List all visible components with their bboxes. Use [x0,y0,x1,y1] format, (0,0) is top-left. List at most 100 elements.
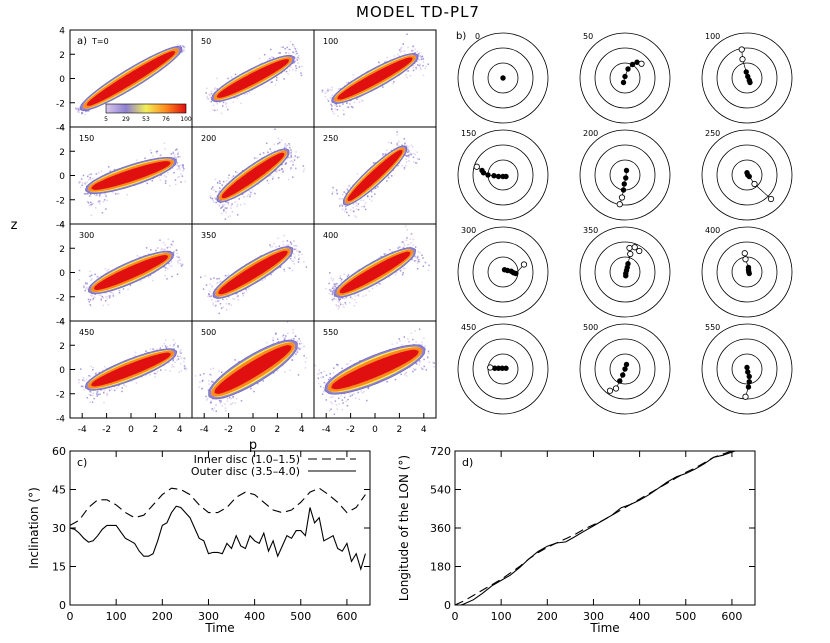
ring-cell-500: 500 [579,323,671,415]
halo-point [415,368,417,370]
series-line-1 [70,487,366,526]
figure-title: MODEL TD-PL7 [356,3,480,21]
halo-point [301,253,303,256]
ring-3 [457,129,549,221]
halo-point [337,364,339,367]
halo-point [84,113,86,116]
halo-point [218,312,220,315]
snapshot-time-label: 300 [461,226,476,235]
halo-point [339,105,341,107]
halo-point [422,61,425,63]
halo-point [178,44,181,47]
halo-point [403,137,406,140]
halo-point [285,162,288,164]
halo-point [159,347,162,349]
halo-point [343,273,345,276]
halo-point [300,72,302,74]
halo-point [332,371,335,374]
halo-point [330,96,333,99]
halo-point [292,240,295,242]
halo-point [83,388,85,391]
halo-point [290,152,292,154]
halo-point [398,338,401,340]
halo-point [290,243,293,245]
halo-point [203,373,205,375]
halo-point [86,109,88,112]
halo-point [144,157,146,160]
halo-point [403,50,405,52]
halo-point [333,294,335,296]
halo-point [108,388,111,390]
halo-point [89,270,91,273]
halo-point [108,389,111,392]
halo-point [332,289,335,292]
halo-point [266,150,269,153]
halo-point [290,149,292,151]
halo-point [215,404,217,407]
halo-point [109,170,112,173]
halo-point [347,106,350,109]
halo-point [208,293,210,296]
density-band [337,57,413,100]
halo-point [231,77,234,80]
halo-point [121,390,123,393]
halo-point [300,342,303,345]
halo-point [236,97,239,99]
halo-point [156,150,159,153]
halo-point [345,208,347,210]
halo-point [384,153,387,156]
halo-point [292,164,294,166]
halo-point [285,147,288,150]
halo-point [172,345,175,347]
halo-point [370,200,373,202]
halo-point [417,58,420,60]
halo-point [169,370,171,372]
halo-point [427,63,429,65]
halo-point [298,66,301,68]
halo-point [411,258,413,261]
halo-point [138,256,141,258]
halo-point [331,94,333,96]
halo-point [401,144,403,147]
halo-point [332,291,335,294]
panel-c: 0 100 200 300 400 500 600015304560c)TimeInclin… [27,445,371,635]
colorbar-tick-label: 29 [122,116,130,123]
halo-point [156,247,159,249]
snapshot-time-label: 300 [79,231,94,240]
halo-point [336,364,339,366]
halo-point [285,335,287,337]
halo-point [276,171,278,173]
halo-point [220,307,223,310]
halo-point [406,151,409,153]
halo-point [209,100,212,103]
open-point [618,194,626,201]
halo-point [345,205,347,208]
halo-point [418,343,420,346]
halo-point [337,88,340,90]
halo-point [360,99,363,102]
halo-point [105,367,108,370]
halo-point [116,193,119,195]
halo-point [236,205,238,208]
halo-point [92,177,94,180]
halo-point [331,287,334,290]
halo-point [85,193,87,195]
panel-d: 0 100 200 300 400 500 6000180360540720d)TimeLo… [397,445,756,635]
halo-point [276,338,279,341]
halo-point [346,211,348,214]
halo-point [399,340,401,342]
filled-point [623,361,630,368]
halo-point [213,277,215,279]
halo-point [123,384,125,386]
halo-point [287,48,290,51]
halo-point [204,275,206,277]
halo-point [236,296,238,298]
halo-point [269,148,271,150]
halo-point [145,374,147,377]
density-points [205,40,303,115]
halo-point [367,195,369,198]
halo-point [227,108,229,111]
halo-point [242,292,244,295]
halo-point [271,178,274,180]
